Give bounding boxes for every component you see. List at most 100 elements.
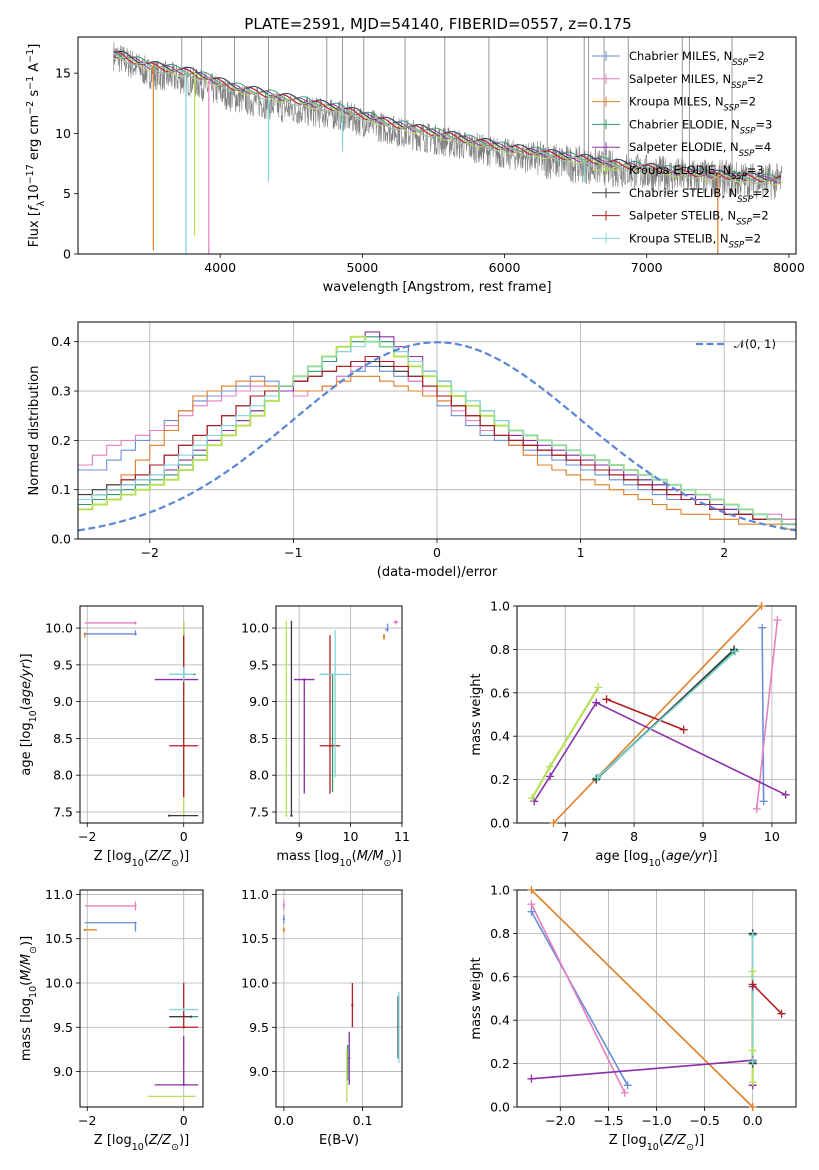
- weight-marker-kroupa-stelib: [748, 1057, 757, 1066]
- x-axis-label: Z [log10(Z/Z⊙)]: [94, 1133, 189, 1153]
- x-tick-label: 7: [561, 829, 569, 844]
- y-tick-label: 0.2: [490, 772, 510, 787]
- y-axis-label-part: 10: [28, 986, 39, 998]
- model-spectrum-chabrier-elodie: [113, 50, 782, 181]
- plot-area-residuals: [78, 322, 796, 539]
- point-salpeter-miles: [394, 620, 398, 624]
- y-axis-label-part: mass [log: [19, 998, 34, 1061]
- axes-frame: [77, 321, 797, 540]
- axes-frame: [275, 889, 403, 1108]
- weight-line-salpeter-stelib: [606, 698, 684, 731]
- weight-line-kroupa-stelib: [597, 651, 736, 778]
- x-axis-label: age [log10(age/yr)]: [595, 849, 717, 869]
- x-axis-label-part: M/M: [357, 849, 384, 864]
- y-tick-label: 0.6: [490, 969, 510, 984]
- x-axis-label: mass [log10(M/M⊙)]: [276, 849, 401, 869]
- y-tick-label: 10.0: [45, 976, 73, 991]
- normal-curve: [78, 341, 796, 532]
- y-tick-label: 10: [55, 126, 71, 141]
- legend-label-salpeter-stelib: Salpeter STELIB, NSSP=2: [629, 209, 769, 228]
- y-tick-label: 0.4: [490, 1013, 510, 1028]
- x-axis-label-part: age/yr: [666, 849, 709, 864]
- x-tick-label: −2.0: [545, 1113, 575, 1128]
- x-axis-label: (data-model)/error: [377, 565, 498, 580]
- legend-label-normal: 𝒩(0, 1): [734, 337, 776, 351]
- point-salpeter-elodie: [182, 1083, 185, 1087]
- weight-line-salpeter-miles: [755, 620, 779, 809]
- plot-area-age-vs-mass: [276, 606, 402, 823]
- legend-subscript: SSP: [731, 172, 747, 182]
- weight-line-kroupa-miles: [552, 606, 763, 823]
- weight-marker-salpeter-stelib: [679, 725, 688, 734]
- y-tick-label: 8.5: [249, 731, 269, 746]
- x-axis-label-part: Z [log: [94, 849, 132, 864]
- panel-mass-vs-ebv: 0.0 0.1 9.0 9.5 10.0 10.5 11.0 E(B-V): [241, 887, 403, 1148]
- x-axis-label-part: )]: [179, 849, 189, 864]
- x-axis-label-part: (data-model)/error: [377, 565, 498, 580]
- y-axis-label-part: 10: [28, 710, 39, 722]
- weight-marker-kroupa-miles: [527, 886, 536, 894]
- x-axis-label-part: 10: [340, 858, 352, 869]
- weight-marker-chabrier-miles: [759, 797, 768, 806]
- weight-line-salpeter-miles: [530, 903, 626, 1094]
- model-spectrum-kroupa-stelib: [113, 52, 782, 185]
- x-tick-label: 0: [180, 829, 188, 844]
- x-tick-label: 1: [577, 545, 585, 560]
- weight-line-salpeter-elodie: [533, 701, 787, 802]
- y-axis-label-part: −17: [25, 164, 36, 184]
- x-axis-label-part: )]: [694, 1133, 704, 1148]
- y-tick-label: 0.2: [51, 433, 71, 448]
- legend-count: =2: [739, 95, 756, 109]
- weight-marker-kroupa-elodie: [528, 794, 537, 803]
- y-axis-label: mass weight: [469, 673, 484, 755]
- y-axis-label-part: mass weight: [469, 957, 484, 1039]
- y-tick-label: 0.0: [490, 816, 510, 831]
- weight-marker-salpeter-elodie: [592, 698, 601, 707]
- point-salpeter-stelib: [328, 744, 332, 747]
- point-salpeter-stelib: [182, 744, 185, 747]
- legend-subscript: SSP: [739, 149, 755, 159]
- legend-subscript: SSP: [740, 126, 756, 136]
- y-axis-label-part: age [log: [19, 722, 34, 775]
- weight-marker-salpeter-miles: [620, 1088, 629, 1097]
- weight-marker-salpeter-miles: [773, 616, 782, 625]
- plot-area-mass-vs-ebv: [276, 890, 402, 1107]
- point-salpeter-stelib: [351, 1003, 354, 1007]
- x-tick-label: 0: [433, 545, 441, 560]
- legend-label-kroupa-miles: Kroupa MILES, NSSP=2: [629, 95, 756, 114]
- weight-marker-salpeter-miles: [752, 804, 761, 813]
- legend-label-kroupa-stelib: Kroupa STELIB, NSSP=2: [629, 231, 761, 250]
- y-tick-label: 8.5: [53, 731, 73, 746]
- y-tick-label: 7.5: [53, 804, 73, 819]
- x-tick-label: 9: [295, 829, 303, 844]
- y-axis-label-part: λ: [36, 200, 47, 206]
- y-tick-label: 9.0: [53, 694, 73, 709]
- x-axis-label-part: age [log: [595, 849, 648, 864]
- y-tick-label: 7.5: [249, 804, 269, 819]
- weight-marker-salpeter-stelib: [777, 1009, 786, 1018]
- y-tick-label: 1.0: [490, 599, 510, 614]
- weight-marker-salpeter-elodie: [527, 1074, 536, 1083]
- weight-marker-kroupa-miles: [748, 1103, 757, 1111]
- panel-residuals: −2 −1 0 1 2 0.0 0.1 0.2 0.3 0.4 𝒩(0, 1) (data-model…: [27, 321, 797, 580]
- weight-marker-kroupa-stelib: [593, 773, 602, 782]
- legend-label-salpeter-miles: Salpeter MILES, NSSP=2: [629, 72, 764, 91]
- x-axis-label-part: ⊙: [686, 1142, 694, 1153]
- y-tick-label: 0.1: [51, 482, 71, 497]
- plot-area-mass-vs-z: [80, 890, 203, 1107]
- weight-line-chabrier-miles: [761, 627, 765, 802]
- y-tick-label: 9.5: [53, 657, 73, 672]
- x-tick-label: 0.0: [274, 1113, 294, 1128]
- x-tick-label: 0: [180, 1113, 188, 1128]
- weight-marker-kroupa-stelib: [731, 647, 740, 656]
- x-axis-label-part: (: [661, 849, 666, 864]
- y-axis-label-part: (: [19, 981, 34, 986]
- point-kroupa-stelib: [333, 673, 337, 676]
- legend-count: =2: [752, 209, 769, 223]
- x-tick-label: 2: [720, 545, 728, 560]
- point-salpeter-stelib: [182, 1026, 185, 1029]
- point-salpeter-miles: [282, 903, 286, 907]
- x-tick-label: 10: [343, 829, 359, 844]
- x-tick-label: 0.0: [743, 1113, 763, 1128]
- x-axis-label: wavelength [Angstrom, rest frame]: [323, 280, 552, 295]
